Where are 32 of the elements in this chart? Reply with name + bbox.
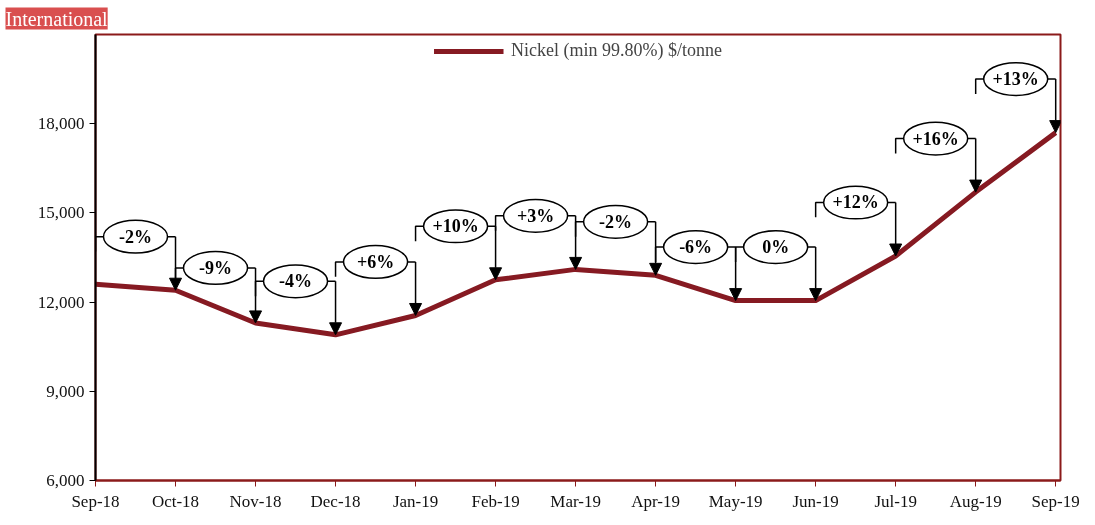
x-tick-label: Jun-19 [792,491,839,511]
annotation: 0% [762,237,790,258]
x-tick-label: Sep-19 [1031,491,1080,511]
annotation: +12% [832,192,879,213]
annotation: +10% [432,216,479,237]
annotation: -6% [679,237,713,258]
x-tick-label: Mar-19 [550,491,601,511]
x-tick-label: Jan-19 [392,491,439,511]
annotation: -4% [279,271,313,292]
annotation: -9% [199,257,233,278]
annotation: +13% [992,69,1039,90]
x-tick-label: Oct-18 [151,491,200,511]
legend-label: Nickel (min 99.80%) $/tonne [511,40,722,61]
x-tick-label: Aug-19 [949,491,1002,511]
annotation: +3% [516,205,555,226]
y-tick-label: 18,000 [37,114,85,134]
y-tick-label: 15,000 [37,203,85,223]
annotation: -2% [119,226,153,247]
y-tick-label: 9,000 [46,381,85,401]
x-tick-label: Dec-18 [310,491,361,511]
x-tick-label: Jul-19 [874,491,917,511]
y-tick-label: 6,000 [46,471,85,490]
annotation: +16% [912,128,959,149]
annotation: -2% [599,211,633,232]
x-tick-label: Feb-19 [471,491,520,511]
chart-title: International [5,7,109,30]
y-tick-label: 12,000 [37,292,85,312]
x-tick-label: May-19 [708,491,763,511]
x-tick-label: Apr-19 [631,491,680,511]
x-tick-label: Sep-18 [71,491,120,511]
x-tick-label: Nov-18 [229,491,282,511]
annotation: +6% [356,251,395,272]
